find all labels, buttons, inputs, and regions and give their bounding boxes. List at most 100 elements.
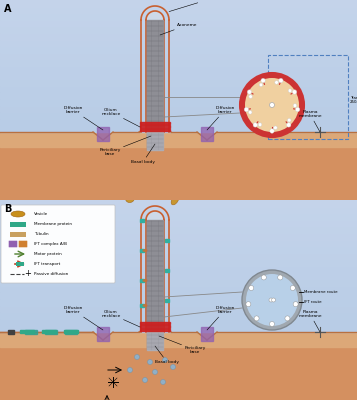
Bar	[10, 222, 26, 226]
Circle shape	[269, 298, 273, 302]
Circle shape	[295, 107, 300, 112]
Bar	[0, 112, 357, 119]
Circle shape	[147, 360, 152, 364]
Circle shape	[293, 302, 298, 307]
Bar	[0, 0, 357, 7]
Ellipse shape	[171, 195, 179, 205]
Bar	[16, 262, 24, 266]
Circle shape	[249, 286, 254, 290]
Ellipse shape	[125, 194, 135, 202]
Bar	[165, 299, 169, 302]
Bar	[8, 330, 14, 334]
Bar	[147, 20, 163, 130]
Ellipse shape	[138, 189, 148, 195]
Bar	[0, 73, 357, 79]
Text: Periciliary
base: Periciliary base	[99, 136, 151, 156]
Circle shape	[246, 274, 298, 326]
Circle shape	[253, 123, 257, 127]
Circle shape	[270, 129, 274, 133]
Bar	[20, 330, 34, 333]
Bar	[0, 332, 357, 347]
Ellipse shape	[142, 279, 147, 282]
Circle shape	[290, 286, 295, 290]
Bar	[0, 0, 357, 79]
Bar	[0, 200, 357, 332]
Bar	[0, 0, 357, 132]
Circle shape	[254, 316, 259, 321]
Circle shape	[270, 102, 275, 108]
Ellipse shape	[159, 191, 167, 199]
Circle shape	[287, 123, 291, 127]
Text: Basal body: Basal body	[155, 346, 179, 364]
Bar	[0, 240, 357, 246]
Text: Membrane route: Membrane route	[304, 290, 338, 294]
Bar	[0, 292, 357, 299]
Circle shape	[287, 118, 291, 122]
Bar	[65, 330, 77, 334]
Bar	[97, 327, 109, 341]
Bar	[0, 33, 357, 40]
FancyBboxPatch shape	[1, 205, 115, 283]
Bar	[10, 232, 26, 236]
Circle shape	[171, 364, 176, 370]
Bar	[0, 92, 357, 99]
Circle shape	[161, 380, 166, 384]
Ellipse shape	[142, 304, 147, 307]
Bar	[97, 127, 109, 141]
Circle shape	[278, 275, 283, 280]
Circle shape	[247, 90, 252, 94]
Bar	[0, 306, 357, 312]
Bar	[0, 132, 357, 147]
Bar	[0, 319, 357, 326]
Circle shape	[293, 104, 297, 107]
Bar	[0, 119, 357, 125]
Bar	[140, 219, 144, 222]
Text: IFT transport: IFT transport	[34, 262, 60, 266]
Bar	[0, 253, 357, 260]
Bar	[147, 220, 163, 330]
Bar	[140, 122, 170, 124]
FancyBboxPatch shape	[9, 241, 17, 247]
PathPatch shape	[146, 11, 164, 132]
Bar	[140, 128, 170, 131]
Circle shape	[279, 78, 283, 83]
Text: Axoneme: Axoneme	[160, 23, 197, 35]
Circle shape	[259, 83, 263, 87]
Bar	[0, 125, 357, 132]
Circle shape	[162, 358, 167, 362]
Text: Tubulin: Tubulin	[34, 232, 49, 236]
Bar	[0, 279, 357, 286]
Circle shape	[261, 78, 265, 83]
Bar	[147, 332, 163, 350]
Text: Plasma
membrane: Plasma membrane	[298, 310, 322, 332]
Bar	[0, 66, 357, 73]
Bar	[165, 269, 169, 272]
Text: Plasma
membrane: Plasma membrane	[298, 110, 322, 132]
Bar	[147, 132, 163, 150]
Text: Diffusion
barrier: Diffusion barrier	[207, 106, 235, 130]
Bar	[140, 325, 170, 328]
Circle shape	[273, 126, 277, 130]
Ellipse shape	[144, 184, 156, 192]
Text: Motor protein: Motor protein	[34, 252, 62, 256]
Bar	[0, 206, 357, 213]
Circle shape	[245, 78, 299, 132]
Bar	[140, 328, 170, 331]
Circle shape	[275, 81, 278, 84]
Circle shape	[249, 95, 252, 98]
Circle shape	[152, 370, 157, 374]
Bar	[0, 106, 357, 112]
Bar	[0, 200, 357, 206]
Circle shape	[127, 368, 132, 372]
Bar	[0, 40, 357, 46]
Text: A: A	[4, 4, 11, 14]
Bar	[0, 26, 357, 33]
Circle shape	[135, 354, 140, 360]
Bar	[140, 279, 144, 282]
Text: Ciliary membrane: Ciliary membrane	[169, 0, 233, 12]
Bar	[0, 53, 357, 59]
Bar	[0, 7, 357, 13]
Circle shape	[261, 275, 266, 280]
Circle shape	[258, 123, 262, 126]
Bar	[0, 46, 357, 53]
